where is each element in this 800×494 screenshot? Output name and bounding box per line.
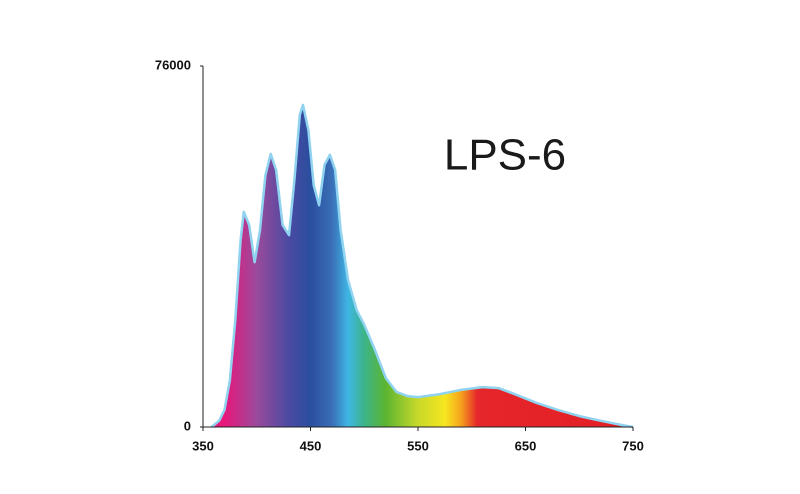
x-tick-label: 650 xyxy=(515,438,537,453)
x-tick-label: 350 xyxy=(192,438,214,453)
x-tick-label: 450 xyxy=(300,438,322,453)
spectrum-area xyxy=(211,104,633,428)
x-tick-label: 750 xyxy=(622,438,644,453)
y-tick-label: 76000 xyxy=(155,57,191,72)
spectrum-line xyxy=(210,103,634,429)
chart-title: LPS-6 xyxy=(444,131,566,180)
x-tick-label: 550 xyxy=(407,438,429,453)
y-tick-label: 0 xyxy=(184,418,191,433)
